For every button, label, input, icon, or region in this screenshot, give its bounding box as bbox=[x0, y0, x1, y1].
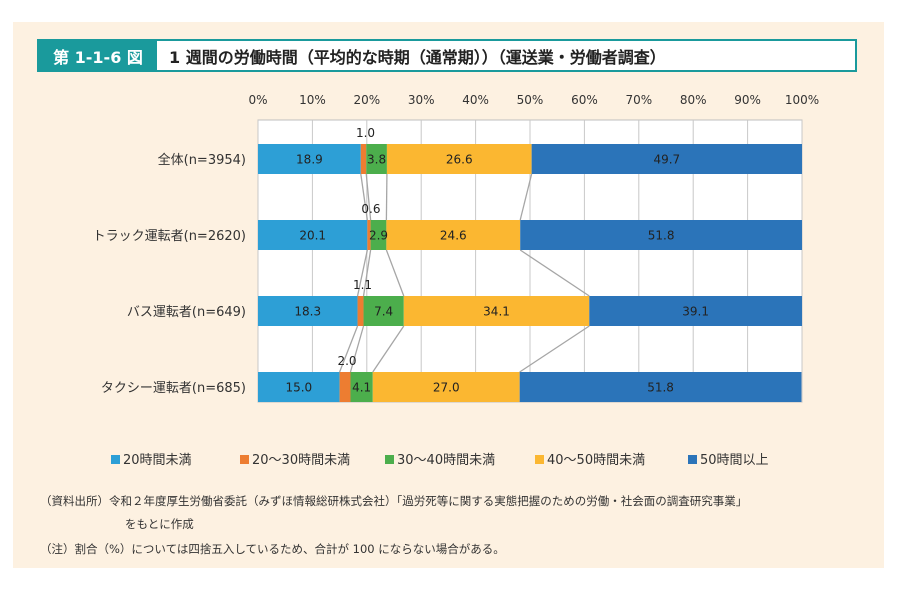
series-connector-line bbox=[385, 173, 388, 221]
legend-swatch bbox=[535, 455, 544, 464]
series-connector-line bbox=[338, 325, 359, 373]
bar-segment bbox=[258, 372, 340, 402]
series-connector-line bbox=[519, 325, 590, 373]
legend-layer: 20時間未満 20〜30時間未満 30〜40時間未満 40〜50時間未満 50時間以上 bbox=[111, 453, 769, 468]
legend-swatch bbox=[385, 455, 394, 464]
data-label: 2.9 bbox=[369, 229, 388, 243]
x-tick-label: 40% bbox=[462, 93, 489, 107]
data-label: 39.1 bbox=[682, 305, 709, 319]
data-label: 49.7 bbox=[653, 153, 680, 167]
category-label: タクシー運転者(n=685) bbox=[101, 381, 246, 396]
figure-title: 1 週間の労働時間（平均的な時期（通常期））（運送業・労働者調査） bbox=[169, 47, 666, 67]
bar-segment bbox=[339, 372, 351, 402]
legend-label: 20時間未満 bbox=[123, 453, 192, 468]
data-label: 2.0 bbox=[337, 354, 356, 368]
series-connector-line bbox=[365, 173, 372, 221]
x-tick-label: 90% bbox=[734, 93, 761, 107]
data-label: 1.1 bbox=[353, 278, 372, 292]
legend-swatch bbox=[111, 455, 120, 464]
bar-segment bbox=[350, 372, 373, 402]
x-tick-label: 20% bbox=[353, 93, 380, 107]
bar-segment bbox=[520, 220, 802, 250]
x-tick-label: 100% bbox=[785, 93, 819, 107]
series-connector-line bbox=[519, 249, 590, 297]
x-tick-label: 70% bbox=[625, 93, 652, 107]
legend-label: 20〜30時間未満 bbox=[252, 453, 350, 468]
data-label: 15.0 bbox=[285, 381, 312, 395]
bar-segment bbox=[386, 220, 521, 250]
source-note-continued: をもとに作成 bbox=[125, 517, 194, 531]
series-connector-line bbox=[356, 249, 368, 297]
data-label: 7.4 bbox=[374, 305, 393, 319]
x-tick-label: 80% bbox=[680, 93, 707, 107]
series-connector-line bbox=[385, 249, 405, 297]
bar-segment bbox=[519, 372, 802, 402]
bar-segment bbox=[372, 372, 520, 402]
bar-segment bbox=[258, 296, 358, 326]
x-tick-label: 50% bbox=[517, 93, 544, 107]
legend-label: 30〜40時間未満 bbox=[397, 453, 495, 468]
bar-segment bbox=[589, 296, 802, 326]
data-label: 24.6 bbox=[440, 229, 467, 243]
category-label: バス運転者(n=649) bbox=[127, 305, 246, 320]
data-label: 27.0 bbox=[433, 381, 460, 395]
data-label: 51.8 bbox=[647, 381, 674, 395]
connector-layer bbox=[338, 173, 590, 373]
source-note: （資料出所）令和２年度厚生労働省委託（みずほ情報総研株式会社）「過労死等に関する… bbox=[40, 494, 748, 508]
x-tick-label: 0% bbox=[248, 93, 267, 107]
data-label: 3.8 bbox=[367, 153, 386, 167]
data-label: 26.6 bbox=[446, 153, 473, 167]
label-layer: 0% 10% 20% 30% 40% 50% 60% 70% 80% 90% 100% 18.9 1.0… bbox=[93, 93, 820, 396]
bar-segment bbox=[363, 296, 404, 326]
bar-segment bbox=[531, 144, 802, 174]
footnote: （注）割合（%）については四捨五入しているため、合計が 100 にならない場合が… bbox=[40, 542, 505, 556]
data-label: 51.8 bbox=[648, 229, 675, 243]
legend-label: 50時間以上 bbox=[700, 453, 769, 468]
data-label: 4.1 bbox=[352, 381, 371, 395]
bar-segment bbox=[366, 144, 387, 174]
x-tick-label: 30% bbox=[408, 93, 435, 107]
bar-segment bbox=[386, 144, 532, 174]
data-label: 18.3 bbox=[294, 305, 321, 319]
bar-segment bbox=[258, 220, 368, 250]
bar-segment bbox=[360, 144, 367, 174]
data-label: 1.0 bbox=[356, 126, 375, 140]
series-connector-line bbox=[360, 173, 368, 221]
series-connector-line bbox=[372, 325, 405, 373]
legend-label: 40〜50時間未満 bbox=[547, 453, 645, 468]
bar-segment bbox=[357, 296, 364, 326]
x-tick-label: 10% bbox=[299, 93, 326, 107]
data-label: 18.9 bbox=[296, 153, 323, 167]
series-connector-line bbox=[349, 325, 365, 373]
data-label: 0.6 bbox=[361, 202, 380, 216]
legend-swatch bbox=[240, 455, 249, 464]
category-label: トラック運転者(n=2620) bbox=[93, 229, 246, 244]
bar-segment bbox=[367, 220, 371, 250]
series-connector-line bbox=[362, 249, 372, 297]
bar-layer bbox=[258, 144, 802, 402]
figure-title-bar: 第 1-1-6 図 1 週間の労働時間（平均的な時期（通常期））（運送業・労働者… bbox=[37, 39, 857, 72]
data-label: 34.1 bbox=[483, 305, 510, 319]
data-label: 20.1 bbox=[299, 229, 326, 243]
figure-number-badge: 第 1-1-6 図 bbox=[39, 41, 157, 70]
bar-segment bbox=[403, 296, 590, 326]
legend-swatch bbox=[688, 455, 697, 464]
bar-segment bbox=[370, 220, 387, 250]
bar-segment bbox=[258, 144, 361, 174]
series-connector-line bbox=[519, 173, 533, 221]
category-label: 全体(n=3954) bbox=[158, 152, 246, 168]
x-tick-label: 60% bbox=[571, 93, 598, 107]
